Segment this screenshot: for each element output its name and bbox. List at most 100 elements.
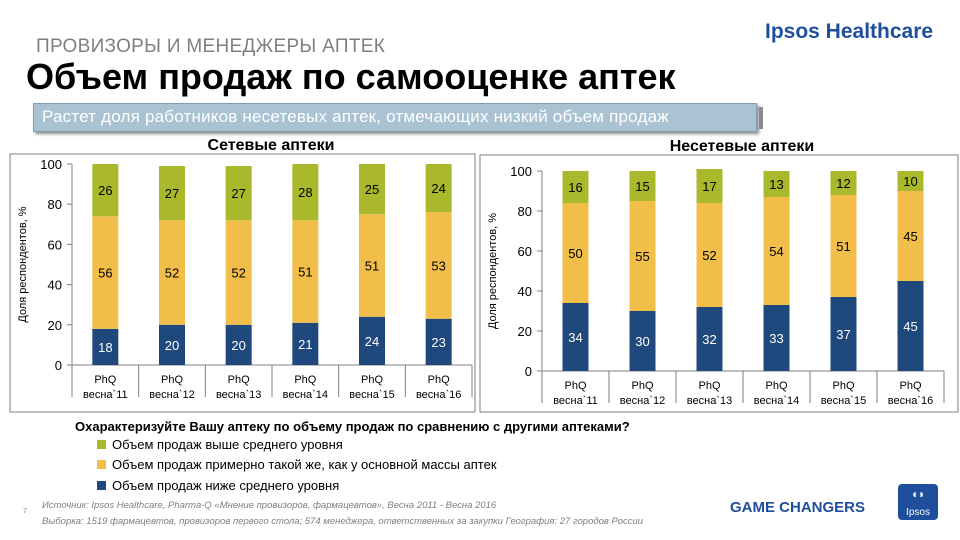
right-x-tick-label: весна`15 xyxy=(821,395,866,407)
right-bar-low xyxy=(562,303,589,371)
left-data-label-low: 18 xyxy=(98,340,112,355)
right-bar-high xyxy=(696,169,723,203)
right-x-tick-label: PhQ xyxy=(832,380,854,392)
left-bar-same xyxy=(359,214,385,317)
legend-label-high: Объем продаж выше среднего уровня xyxy=(112,437,343,452)
right-x-tick-label: весна`11 xyxy=(553,395,598,407)
left-title: Сетевые аптеки xyxy=(208,137,335,154)
right-y-tick-label: 60 xyxy=(518,244,532,259)
right-data-label-low: 32 xyxy=(702,332,716,347)
right-data-label-same: 54 xyxy=(769,244,783,259)
left-data-label-high: 25 xyxy=(365,182,379,197)
left-x-tick-label: весна`11 xyxy=(83,389,128,401)
right-bar-same xyxy=(629,201,656,311)
left-data-label-high: 24 xyxy=(431,181,445,196)
left-bar-high xyxy=(359,164,385,215)
left-x-tick-label: PhQ xyxy=(428,374,450,386)
right-data-label-high: 16 xyxy=(568,180,582,195)
page-number: 7 xyxy=(23,508,27,515)
right-frame xyxy=(479,154,959,413)
right-bar-low xyxy=(897,281,924,371)
left-y-tick-label: 100 xyxy=(40,157,62,172)
left-y-tick-label: 0 xyxy=(55,358,62,373)
right-y-tick-label: 20 xyxy=(518,324,532,339)
legend-swatch-low xyxy=(97,481,106,491)
legend-swatch-high xyxy=(97,440,106,450)
left-data-label-same: 51 xyxy=(298,265,312,280)
left-x-tick-label: PhQ xyxy=(161,374,183,386)
right-x-tick-label: весна`12 xyxy=(620,395,665,407)
right-data-label-low: 37 xyxy=(836,327,850,342)
right-data-label-same: 51 xyxy=(836,239,850,254)
right-bar-same xyxy=(897,191,924,281)
left-x-tick-label: PhQ xyxy=(294,374,316,386)
left-bar-low xyxy=(92,328,119,365)
right-x-tick-label: PhQ xyxy=(899,380,921,392)
right-bar-high xyxy=(897,171,924,191)
left-x-tick-label: PhQ xyxy=(361,374,383,386)
left-x-tick-label: весна`12 xyxy=(149,389,194,401)
left-frame xyxy=(9,153,476,413)
left-data-label-high: 26 xyxy=(98,183,112,198)
right-data-label-low: 30 xyxy=(635,334,649,349)
left-bar-high xyxy=(92,164,119,217)
right-bar-same xyxy=(830,195,857,297)
legend-label-same: Объем продаж примерно такой же, как у ос… xyxy=(112,457,497,472)
left-bar-low xyxy=(425,318,452,365)
left-bar-low xyxy=(292,322,319,365)
right-bar-same xyxy=(562,203,589,303)
left-data-label-low: 20 xyxy=(165,338,179,353)
right-bar-high xyxy=(629,171,656,201)
right-x-tick-label: весна`14 xyxy=(754,395,799,407)
left-bar-same xyxy=(225,220,252,325)
left-y-tick-label: 60 xyxy=(48,237,62,252)
right-y-tick-label: 100 xyxy=(510,164,532,179)
right-x-tick-label: PhQ xyxy=(698,380,720,392)
legend-item-same: Объем продаж примерно такой же, как у ос… xyxy=(97,457,497,472)
right-x-tick-label: PhQ xyxy=(631,380,653,392)
left-data-label-high: 27 xyxy=(231,186,245,201)
legend-item-high: Объем продаж выше среднего уровня xyxy=(97,437,343,452)
left-bar-low xyxy=(359,316,385,365)
right-bar-low xyxy=(830,297,857,371)
callout-accent-bar xyxy=(759,107,763,129)
left-data-label-high: 27 xyxy=(165,186,179,201)
left-x-tick-label: весна`15 xyxy=(349,389,394,401)
game-changers-tagline: GAME CHANGERS xyxy=(730,499,866,516)
left-data-label-high: 28 xyxy=(298,185,312,200)
right-data-label-low: 45 xyxy=(903,319,917,334)
right-data-label-low: 33 xyxy=(769,331,783,346)
left-data-label-low: 24 xyxy=(365,334,379,349)
left-y-tick-label: 40 xyxy=(48,278,62,293)
left-bar-high xyxy=(159,166,185,221)
right-data-label-high: 12 xyxy=(836,176,850,191)
right-title: Несетевые аптеки xyxy=(670,138,815,155)
brand-logo-text: Ipsos Healthcare xyxy=(765,20,934,43)
sample-note: Выборка: 1519 фармацевтов, провизоров пе… xyxy=(42,516,644,527)
left-bar-same xyxy=(292,220,319,323)
ipsos-logo: ◖◗ Ipsos xyxy=(898,484,938,520)
left-data-label-low: 20 xyxy=(231,338,245,353)
legend-label-low: Объем продаж ниже среднего уровня xyxy=(112,478,340,493)
left-bar-low xyxy=(159,324,185,365)
right-bar-low xyxy=(763,305,790,371)
right-bar-same xyxy=(696,203,723,307)
right-x-tick-label: PhQ xyxy=(765,380,787,392)
left-data-label-low: 21 xyxy=(298,337,312,352)
right-x-tick-label: PhQ xyxy=(564,380,586,392)
left-y-tick-label: 20 xyxy=(48,318,62,333)
right-data-label-same: 55 xyxy=(635,249,649,264)
right-bar-high xyxy=(562,171,589,203)
left-x-tick-label: весна`14 xyxy=(283,389,328,401)
ipsos-logo-text: Ipsos xyxy=(906,507,930,518)
chart-independent-pharmacies: Несетевые аптеки Доля респондентов, % 0 20 4… xyxy=(479,138,959,413)
legend-item-low: Объем продаж ниже среднего уровня xyxy=(97,478,339,493)
left-bar-high xyxy=(225,166,252,221)
left-data-label-same: 52 xyxy=(165,266,179,281)
right-data-label-high: 13 xyxy=(769,177,783,192)
right-y-axis-label: Доля респондентов, % xyxy=(487,213,499,329)
left-x-tick-label: весна`16 xyxy=(416,389,461,401)
right-y-tick-label: 40 xyxy=(518,284,532,299)
left-y-axis-label: Доля респондентов, % xyxy=(17,206,29,322)
right-data-label-high: 10 xyxy=(903,174,917,189)
